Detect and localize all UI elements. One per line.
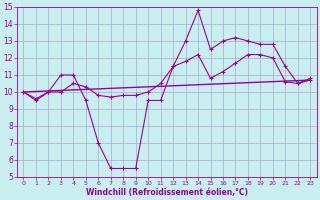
X-axis label: Windchill (Refroidissement éolien,°C): Windchill (Refroidissement éolien,°C) — [86, 188, 248, 197]
